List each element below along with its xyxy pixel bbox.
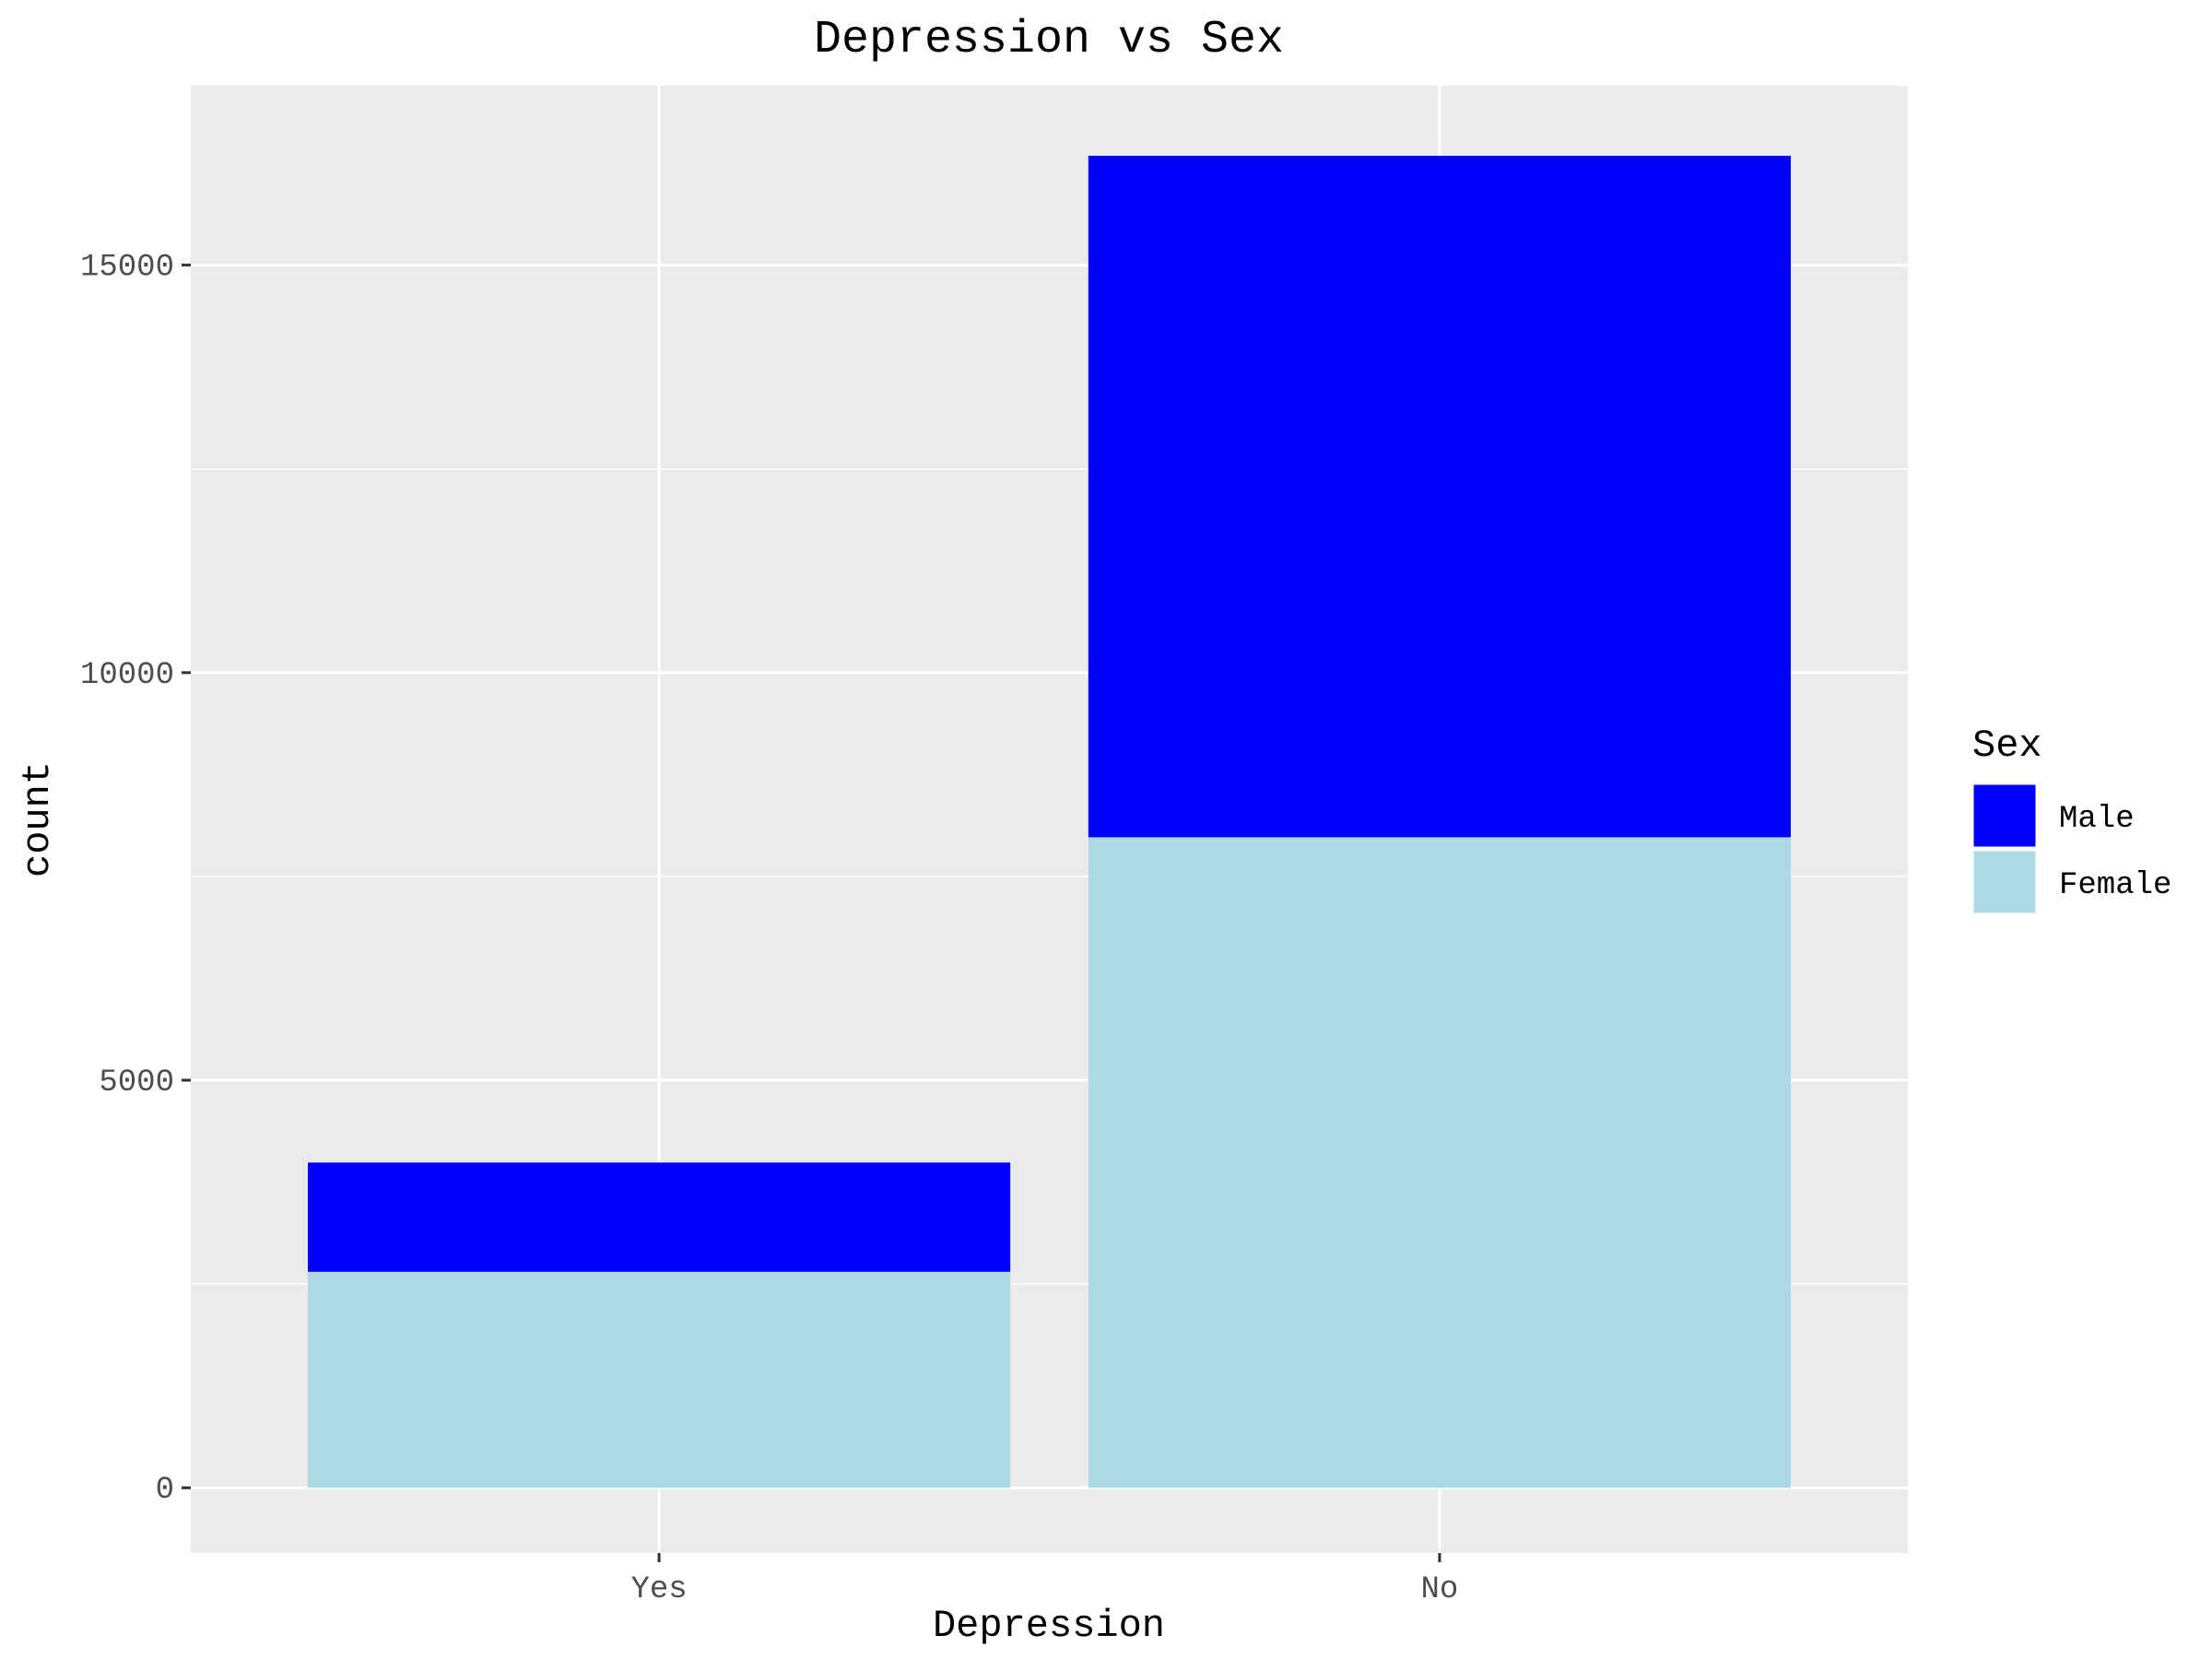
legend-title: Sex — [1972, 724, 2042, 768]
y-axis-label: count — [16, 761, 60, 877]
x-axis: Yes No — [630, 1553, 1458, 1607]
y-tick-label: 10000 — [80, 658, 174, 693]
legend-label-female: Female — [2059, 868, 2171, 903]
legend: Sex Male Female — [1971, 724, 2171, 916]
legend-key-female — [1971, 848, 2039, 916]
chart-title: Depression vs Sex — [814, 14, 1284, 66]
y-tick-label: 0 — [156, 1473, 174, 1508]
bar-male-yes — [308, 1162, 1011, 1272]
y-tick-label: 5000 — [99, 1065, 174, 1100]
bar-male-no — [1088, 156, 1791, 838]
bar-female-yes — [308, 1271, 1011, 1488]
x-tick-label: No — [1421, 1572, 1459, 1607]
legend-label-male: Male — [2059, 802, 2135, 837]
x-axis-label: Depression — [933, 1604, 1165, 1648]
y-tick-label: 15000 — [80, 251, 174, 286]
legend-key-male — [1971, 782, 2039, 850]
bars — [308, 156, 1791, 1488]
y-axis: 0 5000 10000 15000 — [80, 251, 191, 1508]
bar-female-no — [1088, 837, 1791, 1488]
x-tick-label: Yes — [630, 1572, 687, 1607]
